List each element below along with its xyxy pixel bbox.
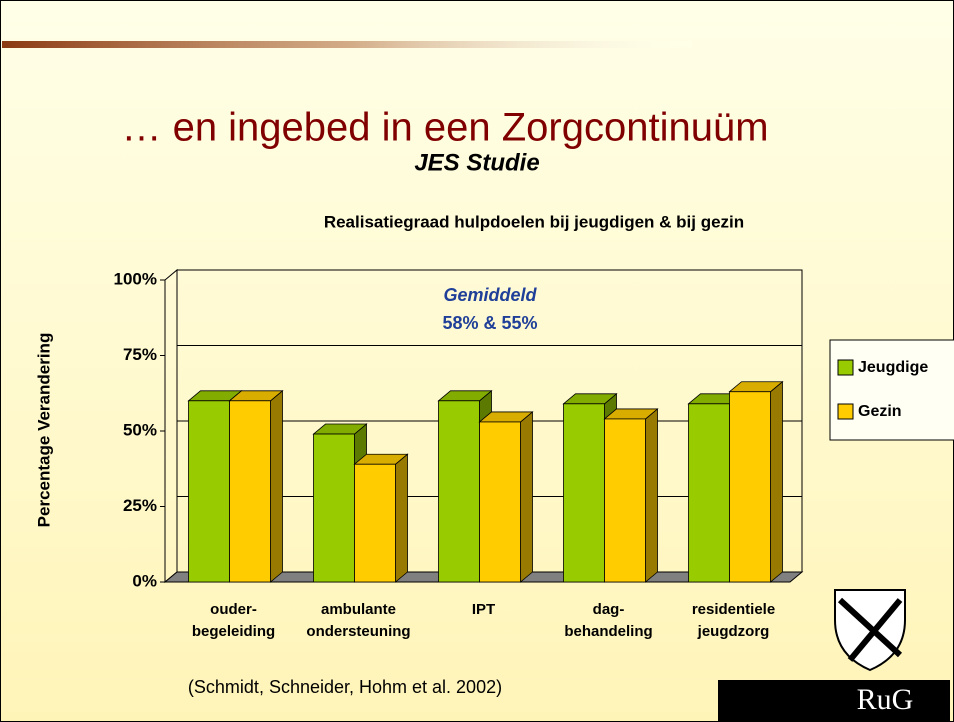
x-tick-line: ondersteuning xyxy=(306,623,410,640)
x-tick-label: residentiele jeugdzorg xyxy=(692,601,775,640)
x-tick-line: IPT xyxy=(472,601,495,618)
chart-title: Realisatiegraad hulpdoelen bij jeugdigen… xyxy=(324,212,744,231)
bar xyxy=(604,418,646,583)
bar xyxy=(688,403,730,583)
x-tick-line: ambulante xyxy=(321,601,396,618)
subtitle: JES Studie xyxy=(414,149,539,176)
y-tick-label: 100% xyxy=(114,269,157,288)
bar xyxy=(354,463,396,583)
bar xyxy=(188,400,230,583)
x-tick-line: ouder- xyxy=(210,601,257,618)
bar xyxy=(313,433,355,583)
legend-label: Gezin xyxy=(858,403,902,420)
x-tick-line: jeugdzorg xyxy=(697,623,770,640)
logo-text: RuG xyxy=(857,683,914,716)
citation: (Schmidt, Schneider, Hohm et al. 2002) xyxy=(188,677,502,697)
x-tick-label: dag-behandeling xyxy=(564,601,652,640)
annotation: 58% & 55% xyxy=(442,313,537,333)
x-tick-label: ouder-begeleiding xyxy=(192,601,275,640)
x-tick-label: IPT xyxy=(472,601,495,618)
x-tick-label: ambulante ondersteuning xyxy=(306,601,410,640)
legend-label: Jeugdige xyxy=(858,359,928,376)
y-tick-label: 50% xyxy=(123,420,157,439)
x-tick-line: begeleiding xyxy=(192,623,275,640)
x-tick-line: behandeling xyxy=(564,623,652,640)
bar xyxy=(729,391,771,583)
y-tick-label: 75% xyxy=(123,345,157,364)
bar xyxy=(438,400,480,583)
logo-box xyxy=(718,680,950,722)
y-axis-label: Percentage Verandering xyxy=(34,333,53,528)
bar-side xyxy=(395,453,408,583)
legend-swatch xyxy=(837,359,854,376)
annotation: Gemiddeld xyxy=(443,285,537,305)
slide-title: … en ingebed in een Zorgcontinuüm xyxy=(121,106,768,150)
bar xyxy=(563,403,605,583)
bar-side xyxy=(270,389,283,583)
legend-box xyxy=(829,339,954,441)
bar-side xyxy=(520,411,533,583)
header-band xyxy=(2,41,702,48)
x-tick-line: residentiele xyxy=(692,601,775,618)
legend-swatch xyxy=(837,403,854,420)
x-tick-line: dag- xyxy=(593,601,625,618)
crest-detail xyxy=(837,597,903,662)
y-tick-label: 25% xyxy=(123,496,157,515)
bar xyxy=(229,400,271,583)
bar-side xyxy=(645,408,658,583)
bar-side xyxy=(770,380,783,583)
y-tick-label: 0% xyxy=(132,571,157,590)
bar xyxy=(479,421,521,583)
